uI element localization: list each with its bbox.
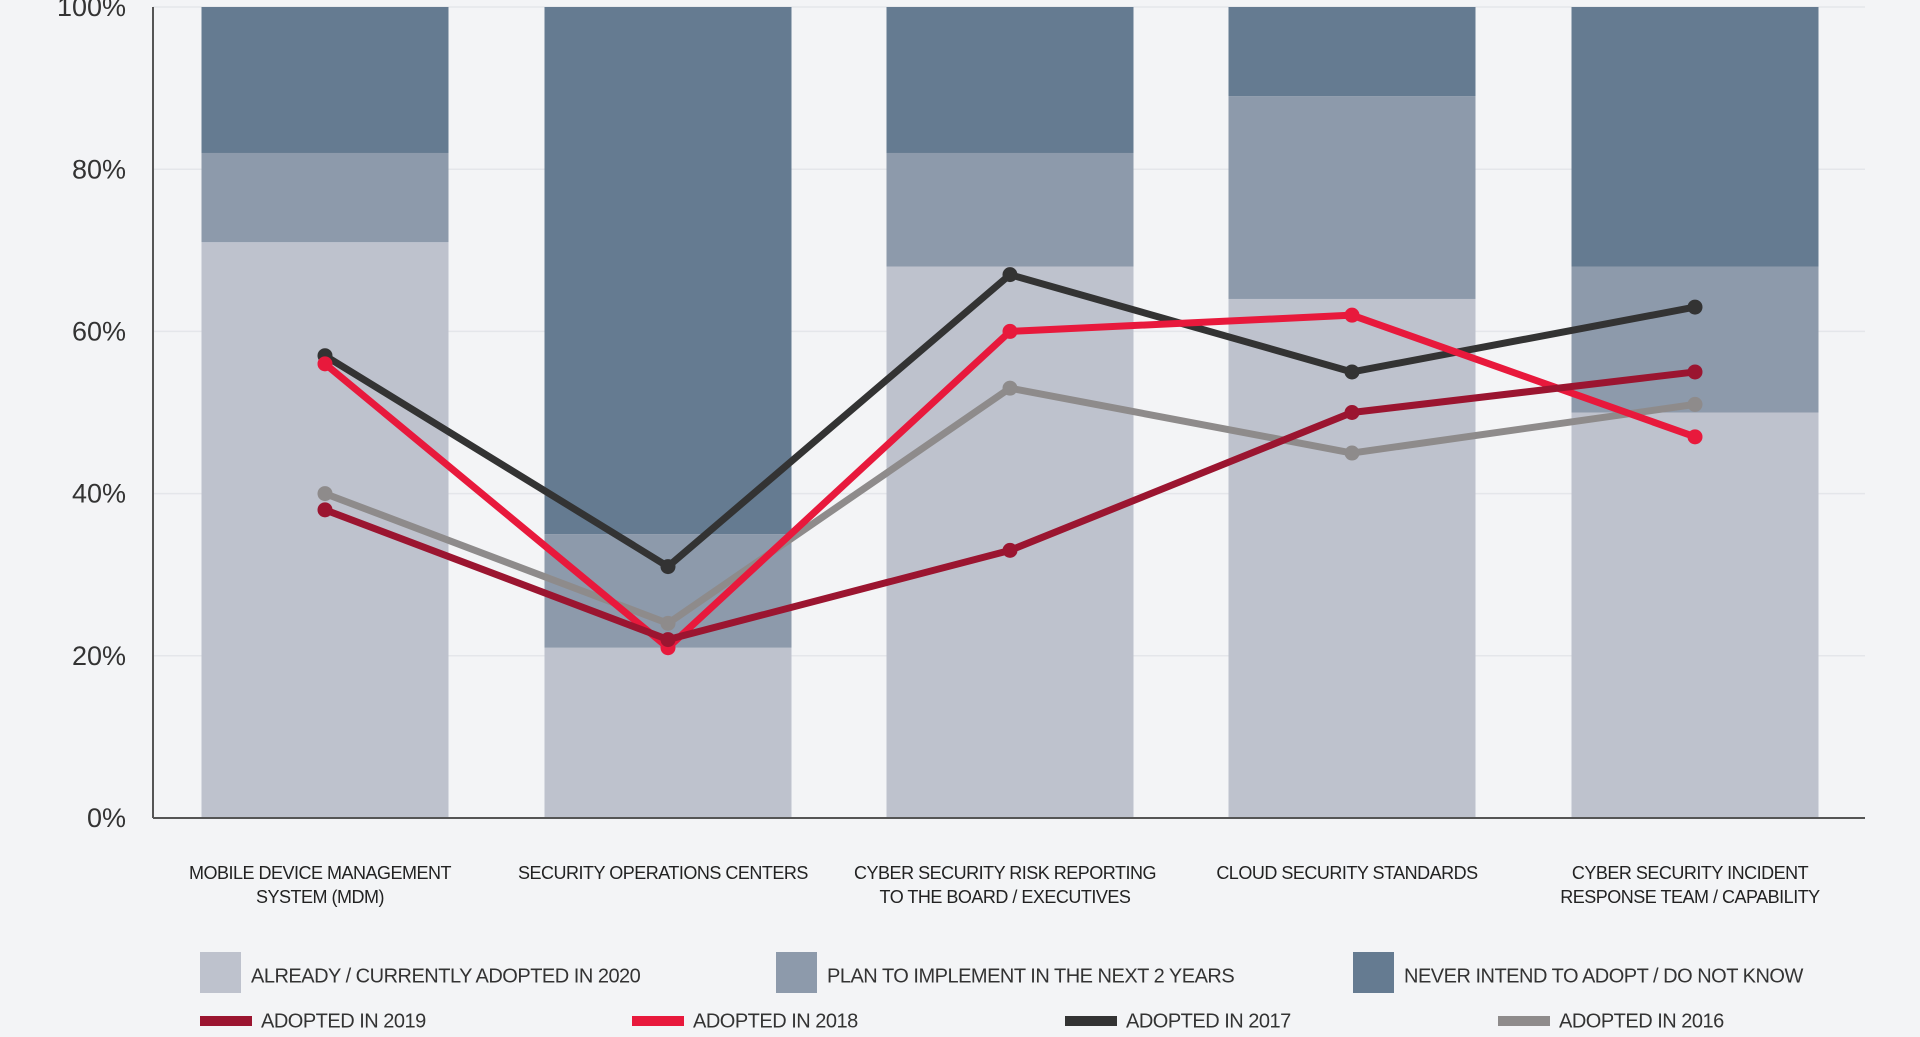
legend-swatch [1498,1016,1550,1026]
x-tick-label: CYBER SECURITY INCIDENT RESPONSE TEAM / … [1560,863,1820,907]
bar-segment [201,242,449,818]
y-tick-label: 80% [72,154,126,184]
bar-segment [1571,7,1819,267]
bar-segment [544,7,792,535]
line-marker [1002,542,1018,558]
y-tick-label: 100% [57,0,126,22]
line-marker [1687,364,1703,380]
bar-segment [1228,96,1476,299]
line-marker [660,632,676,648]
x-tick-label: CYBER SECURITY RISK REPORTING TO THE BOA… [854,863,1156,907]
line-marker [1002,267,1018,283]
x-tick-label: SECURITY OPERATIONS CENTERS [518,863,808,883]
x-tick-label: MOBILE DEVICE MANAGEMENT SYSTEM (MDM) [188,863,452,907]
bar-segment [1571,266,1819,413]
line-marker [1344,445,1360,461]
line-marker [317,356,333,372]
legend-swatch [1065,1016,1117,1026]
legend-swatch [1353,952,1394,993]
line-marker [1344,405,1360,420]
y-tick-label: 60% [72,317,126,347]
x-tick-label: CLOUD SECURITY STANDARDS [1216,863,1478,883]
legend-label: NEVER INTEND TO ADOPT / DO NOT KNOW [1404,965,1803,987]
line-marker [317,486,333,502]
bar-segment [201,152,449,243]
line-marker [317,502,333,518]
line-marker [1687,429,1703,445]
bar-segment [1571,412,1819,818]
legend-label: ADOPTED IN 2019 [261,1010,426,1032]
legend-swatch [776,952,817,993]
line-marker [1687,396,1703,412]
legend-swatch [200,952,241,993]
legend-label: ADOPTED IN 2016 [1559,1010,1724,1032]
legend-label: ALREADY / CURRENTLY ADOPTED IN 2020 [251,965,641,987]
line-marker [1344,307,1360,323]
line-marker [1002,323,1018,339]
line-marker [660,615,676,631]
legend-label: ADOPTED IN 2018 [693,1010,858,1032]
bar-segment [886,7,1134,153]
y-tick-label: 20% [72,641,126,671]
bar-segment [886,152,1134,267]
line-marker [1687,299,1703,315]
legend-swatch [200,1016,252,1026]
bar-segment [1228,7,1476,97]
bar-segment [1228,298,1476,819]
y-tick-label: 0% [87,803,126,833]
y-tick-label: 40% [72,479,126,509]
bar-segment [886,266,1134,818]
line-marker [660,559,676,575]
bar-segment [201,7,449,153]
line-marker [1002,380,1018,396]
line-marker [1344,364,1360,380]
legend-swatch [632,1016,684,1026]
bar-segment [544,647,792,818]
legend-label: ADOPTED IN 2017 [1126,1010,1291,1032]
legend-label: PLAN TO IMPLEMENT IN THE NEXT 2 YEARS [827,965,1234,987]
